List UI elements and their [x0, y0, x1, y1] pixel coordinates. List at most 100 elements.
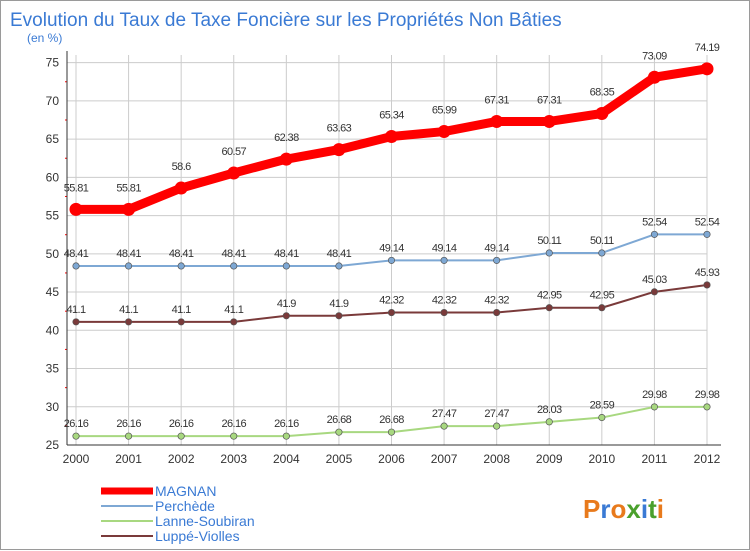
- data-label: 48.41: [64, 248, 89, 260]
- data-point: [650, 288, 658, 296]
- data-point: [174, 181, 188, 195]
- data-point: [440, 422, 448, 430]
- data-point: [335, 262, 343, 270]
- x-tick-label: 2006: [378, 452, 405, 466]
- data-label: 26.16: [221, 418, 246, 430]
- data-point: [72, 262, 80, 270]
- x-tick-label: 2011: [642, 452, 668, 466]
- data-point: [493, 256, 501, 264]
- data-point: [125, 432, 133, 440]
- data-point: [72, 432, 80, 440]
- data-label: 65.99: [432, 105, 457, 117]
- data-point: [230, 318, 238, 326]
- data-label: 52.54: [642, 216, 667, 228]
- data-point: [125, 262, 133, 270]
- data-label: 48.41: [169, 248, 194, 260]
- data-label: 26.68: [327, 414, 352, 426]
- x-tick-label: 2003: [220, 452, 247, 466]
- data-point: [440, 256, 448, 264]
- data-label: 27.47: [484, 408, 509, 420]
- data-label: 60.57: [221, 146, 246, 158]
- data-point: [125, 318, 133, 326]
- data-label: 41.1: [172, 304, 191, 316]
- data-point: [227, 166, 241, 180]
- data-point: [493, 309, 501, 317]
- data-label: 48.41: [221, 248, 246, 260]
- data-point: [387, 309, 396, 317]
- data-label: 28.03: [537, 404, 562, 416]
- data-label: 45.93: [695, 267, 720, 279]
- x-tick-label: 2005: [326, 452, 353, 466]
- legend-label: Lanne-Soubiran: [155, 513, 255, 529]
- data-label: 55.81: [116, 182, 141, 194]
- gridlines: [67, 55, 708, 446]
- data-point: [440, 309, 448, 317]
- data-label: 41.1: [224, 304, 243, 316]
- data-point: [279, 152, 293, 166]
- legend: MAGNANPerchèdeLanne-SoubiranLuppé-Violle…: [101, 483, 255, 544]
- series-perch-de: 48.41 48.41 48.41 48.41 48.41 48.41 49.14 49.14…: [64, 216, 720, 270]
- data-point: [69, 202, 83, 216]
- x-tick-label: 2002: [168, 452, 195, 466]
- data-label: 42.32: [379, 295, 404, 307]
- y-tick-label: 40: [46, 323, 60, 337]
- data-label: 26.16: [274, 418, 299, 430]
- y-tick-label: 55: [46, 209, 60, 223]
- data-point: [700, 62, 714, 76]
- legend-label: Perchède: [155, 498, 215, 514]
- data-label: 41.9: [277, 298, 296, 310]
- data-label: 74.19: [695, 42, 720, 54]
- y-tick-label: 45: [46, 285, 60, 299]
- data-label: 68.35: [590, 87, 615, 99]
- data-label: 48.41: [116, 248, 141, 260]
- y-tick-label: 25: [46, 438, 60, 452]
- data-point: [282, 432, 290, 440]
- data-label: 58.6: [172, 161, 191, 173]
- data-point: [703, 281, 711, 289]
- data-label: 49.14: [379, 242, 404, 254]
- y-tick-label: 75: [46, 56, 60, 70]
- legend-item: Lanne-Soubiran: [101, 513, 255, 529]
- y-tick-label: 30: [46, 400, 60, 414]
- data-label: 26.16: [64, 418, 89, 430]
- data-label: 41.1: [66, 304, 85, 316]
- data-label: 49.14: [432, 242, 457, 254]
- x-tick-label: 2000: [63, 452, 90, 466]
- data-label: 42.95: [537, 290, 562, 302]
- data-label: 50.11: [537, 235, 561, 247]
- data-label: 28.59: [590, 400, 615, 412]
- series-lanne-soubiran: 26.16 26.16 26.16 26.16 26.16 26.68 26.68 27.47…: [64, 389, 720, 440]
- data-point: [230, 432, 238, 440]
- data-label: 48.41: [274, 248, 299, 260]
- data-label: 67.31: [484, 94, 509, 106]
- data-label: 41.1: [119, 304, 138, 316]
- data-point: [647, 70, 661, 84]
- data-label: 27.47: [432, 408, 457, 420]
- data-label: 52.54: [695, 216, 720, 228]
- data-label: 55.81: [64, 182, 89, 194]
- legend-item: Perchède: [101, 498, 215, 514]
- x-tick-label: 2008: [483, 452, 510, 466]
- y-tick-label: 50: [46, 247, 60, 261]
- data-label: 73.09: [642, 50, 667, 62]
- series-magnan: 55.81 55.81 58.6 60.57 62.38 63.63 65.34 65.99 6…: [64, 42, 720, 216]
- x-tick-label: 2010: [588, 452, 615, 466]
- data-point: [493, 422, 501, 430]
- data-point: [650, 403, 658, 411]
- data-point: [595, 107, 609, 120]
- x-tick-label: 2007: [431, 452, 458, 466]
- y-tick-label: 60: [46, 170, 60, 184]
- series-layer: 48.41 48.41 48.41 48.41 48.41 48.41 49.14 49.14…: [64, 42, 720, 440]
- data-point: [177, 432, 185, 440]
- axes: 25 30 35 40 45 50 55 60 65 70 75 2000 2001 2002 2003 20…: [46, 51, 721, 466]
- data-point: [545, 418, 553, 426]
- data-label: 29.98: [642, 389, 667, 401]
- data-point: [545, 249, 553, 257]
- data-point: [703, 230, 711, 238]
- data-label: 26.16: [116, 418, 141, 430]
- data-point: [490, 114, 504, 128]
- data-point: [335, 428, 343, 436]
- data-point: [437, 125, 451, 139]
- x-tick-label: 2004: [273, 452, 300, 466]
- data-point: [282, 262, 290, 270]
